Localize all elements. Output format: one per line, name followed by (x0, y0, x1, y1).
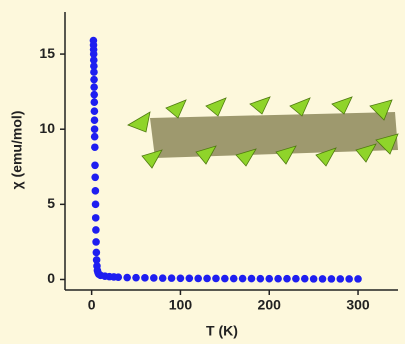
data-point (91, 116, 99, 124)
data-point (91, 133, 99, 141)
data-point (91, 173, 99, 181)
data-point (91, 98, 99, 106)
data-point (90, 83, 98, 91)
data-point (91, 161, 99, 169)
data-point (212, 275, 220, 283)
data-point (319, 275, 327, 283)
data-point (132, 274, 140, 282)
data-point (230, 275, 238, 283)
data-point (177, 274, 185, 282)
data-point (239, 275, 247, 283)
x-axis-title: T (K) (206, 323, 238, 339)
data-point (150, 274, 158, 282)
x-tick-label: 0 (88, 297, 96, 313)
data-point (141, 274, 149, 282)
data-point (274, 275, 282, 283)
data-point (93, 249, 101, 257)
data-point (91, 143, 99, 151)
data-point (221, 275, 229, 283)
data-point (92, 238, 100, 246)
data-point (203, 275, 211, 283)
data-point (310, 275, 318, 283)
data-point (186, 274, 194, 282)
y-tick-label: 5 (47, 195, 55, 211)
data-point (292, 275, 300, 283)
data-point (168, 274, 176, 282)
data-point (90, 91, 98, 99)
data-point (345, 275, 353, 283)
data-point (91, 107, 99, 115)
data-point (159, 274, 167, 282)
x-tick-label: 200 (258, 297, 282, 313)
data-point (336, 275, 344, 283)
data-point (123, 274, 131, 282)
data-point (301, 275, 309, 283)
chart: χ (emu/mol) T (K) 0 5 10 15 0 100 200 300 (0, 0, 405, 344)
y-tick-label: 10 (39, 120, 55, 136)
data-point (91, 125, 99, 133)
y-axis-title: χ (emu/mol) (9, 111, 25, 190)
data-point (92, 187, 100, 195)
x-tick-label: 300 (346, 297, 370, 313)
crystal-structure-inset (128, 97, 398, 168)
data-point (114, 273, 122, 281)
data-point (194, 275, 202, 283)
data-point (248, 275, 256, 283)
y-tick-label: 15 (39, 45, 55, 61)
y-tick-label: 0 (47, 270, 55, 286)
data-point (92, 214, 100, 222)
data-point (92, 201, 100, 209)
data-point (90, 68, 98, 76)
data-point (283, 275, 291, 283)
data-point (92, 226, 100, 234)
data-point (354, 275, 362, 283)
data-point (90, 76, 98, 84)
data-point (257, 275, 265, 283)
data-point (265, 275, 273, 283)
x-tick-label: 100 (169, 297, 193, 313)
data-point (328, 275, 336, 283)
